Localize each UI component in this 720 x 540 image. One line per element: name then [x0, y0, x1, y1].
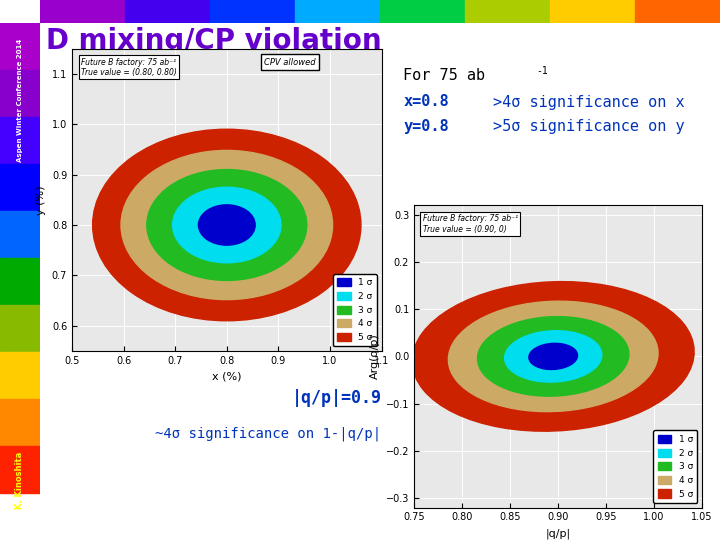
Text: y=0.8: y=0.8 — [403, 119, 449, 134]
Bar — [635, 0, 720, 23]
Ellipse shape — [173, 187, 281, 263]
Bar — [125, 0, 210, 23]
X-axis label: |q/p|: |q/p| — [546, 528, 570, 538]
Bar — [294, 0, 380, 23]
Text: Aspen Winter Conference 2014: Aspen Winter Conference 2014 — [17, 38, 23, 161]
Bar — [0, 446, 40, 493]
Ellipse shape — [93, 129, 361, 321]
Ellipse shape — [449, 301, 658, 411]
Text: x=0.8: x=0.8 — [403, 94, 449, 110]
Bar — [210, 0, 294, 23]
Text: ~4σ significance on 1-|q/p|: ~4σ significance on 1-|q/p| — [156, 427, 382, 441]
Legend: 1 σ, 2 σ, 3 σ, 4 σ, 5 σ: 1 σ, 2 σ, 3 σ, 4 σ, 5 σ — [333, 274, 377, 347]
Text: CPV allowed: CPV allowed — [264, 58, 315, 66]
Bar — [0, 258, 40, 305]
Ellipse shape — [529, 343, 577, 369]
Bar — [40, 0, 125, 23]
Text: >4σ significance on x: >4σ significance on x — [493, 94, 685, 110]
Ellipse shape — [121, 151, 333, 300]
Bar — [380, 0, 465, 23]
Bar — [0, 352, 40, 399]
Text: D mixing/CP violation: D mixing/CP violation — [46, 27, 382, 55]
Text: Future B factory: 75 ab⁻¹
True value = (0.80, 0.80): Future B factory: 75 ab⁻¹ True value = (… — [81, 58, 177, 77]
Bar — [0, 117, 40, 164]
Ellipse shape — [147, 170, 307, 280]
Text: -1: -1 — [536, 66, 548, 76]
Bar — [0, 305, 40, 352]
Bar — [0, 399, 40, 446]
Bar — [0, 70, 40, 117]
Ellipse shape — [413, 281, 694, 431]
Ellipse shape — [477, 316, 629, 396]
Bar — [0, 164, 40, 211]
Bar — [0, 23, 40, 70]
Y-axis label: y (%): y (%) — [36, 185, 46, 214]
Text: K. Kinoshita: K. Kinoshita — [15, 452, 24, 509]
Bar — [550, 0, 635, 23]
Text: >5σ significance on y: >5σ significance on y — [493, 119, 685, 134]
Bar — [465, 0, 550, 23]
Legend: 1 σ, 2 σ, 3 σ, 4 σ, 5 σ: 1 σ, 2 σ, 3 σ, 4 σ, 5 σ — [653, 430, 698, 503]
Text: For 75 ab: For 75 ab — [403, 68, 485, 83]
Text: |q/p|=0.9: |q/p|=0.9 — [292, 389, 382, 407]
Ellipse shape — [199, 205, 255, 245]
Bar — [0, 211, 40, 258]
Text: Future B factory: 75 ab⁻¹
True value = (0.90, 0): Future B factory: 75 ab⁻¹ True value = (… — [423, 214, 518, 234]
X-axis label: x (%): x (%) — [212, 372, 241, 381]
Ellipse shape — [505, 330, 602, 382]
Y-axis label: Arg(q/p): Arg(q/p) — [370, 334, 380, 379]
